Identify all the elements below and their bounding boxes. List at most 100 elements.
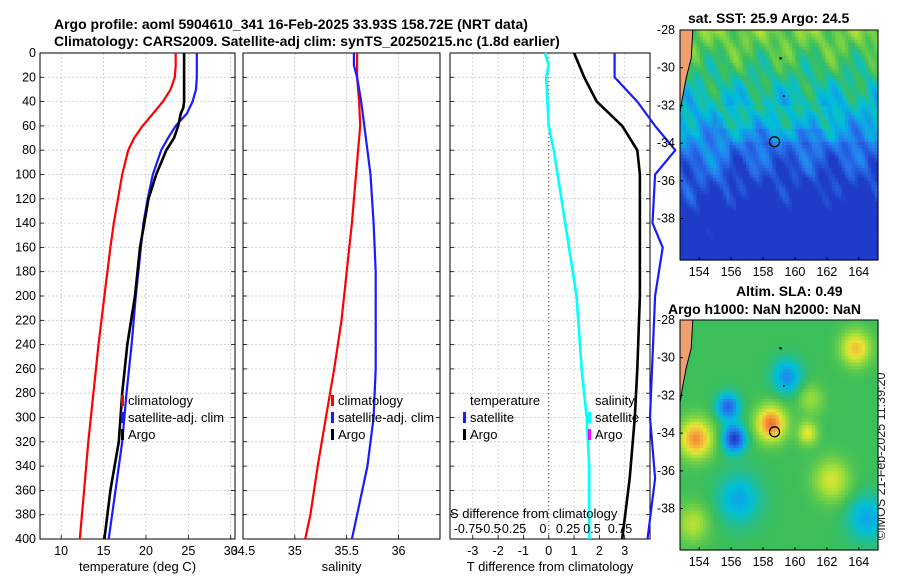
temp-panel-ytick-label: 60 — [22, 119, 36, 133]
sal-panel-xtick-label: 35.5 — [335, 544, 359, 558]
diff-panel-xtick-label: -1 — [518, 544, 529, 558]
diff-s-axis-label: S difference from climatology — [450, 506, 618, 521]
sla-map-frame — [679, 319, 879, 551]
temp-panel-ytick-label: 140 — [15, 216, 36, 230]
sst-map-xtick-label: 164 — [848, 265, 869, 279]
temp-panel-ytick-label: 220 — [15, 313, 36, 327]
sst-map-island — [782, 94, 785, 97]
diff-legend-s-label: satellite — [595, 410, 639, 425]
sst-map-xtick-label: 158 — [753, 265, 774, 279]
sst-map-ytick-label: -30 — [657, 61, 675, 75]
temp-line-climatology — [78, 53, 177, 540]
sst-map-argo-marker — [768, 136, 781, 148]
temp-panel-frame — [39, 52, 236, 540]
temp-line-argo — [103, 53, 186, 540]
sal-legend-label: climatology — [338, 393, 404, 408]
sst-map-xtick-label: 154 — [689, 265, 710, 279]
temp-panel-ytick-label: 40 — [22, 95, 36, 109]
diff-legend-t-label: satellite — [470, 410, 514, 425]
temp-panel-xtick-label: 15 — [97, 544, 111, 558]
sal-legend-swatch — [331, 429, 334, 440]
temp-panel-ytick-label: 180 — [15, 265, 36, 279]
diff-legend-t-title: temperature — [470, 393, 540, 408]
header-line2: Climatology: CARS2009. Satellite-adj cli… — [54, 33, 560, 49]
temp-panel-ytick-label: 380 — [15, 508, 36, 522]
diff-panel-xtick-label: 0 — [545, 544, 552, 558]
sla-map-ytick-label: -30 — [657, 351, 675, 365]
sla-map-xtick-label: 156 — [721, 555, 742, 569]
temp-panel-ytick-label: 360 — [15, 483, 36, 497]
sla-map-ytick-label: -32 — [657, 388, 675, 402]
sst-map-xtick-label: 162 — [816, 265, 837, 279]
sst-map-ytick-label: -34 — [657, 136, 675, 150]
sal-line-satellite — [350, 53, 377, 540]
temp-panel-xtick-label: 10 — [54, 544, 68, 558]
sal-legend-label: satellite-adj. clim — [338, 410, 434, 425]
diff-panel-xtick-label: 2 — [596, 544, 603, 558]
sla-map-island — [779, 346, 782, 350]
diff-legend-t-label: Argo — [470, 427, 497, 442]
sst-map-frame — [679, 29, 879, 261]
temp-panel-ytick-label: 20 — [22, 70, 36, 84]
sla-map-xtick-label: 154 — [689, 555, 710, 569]
diff-panel-xtick-label: -2 — [493, 544, 504, 558]
temp-panel-ytick-label: 260 — [15, 362, 36, 376]
temp-panel-ytick-label: 280 — [15, 386, 36, 400]
map-bottom-title1: Altim. SLA: 0.49 — [736, 283, 843, 299]
diff-s-tick-label: 0.5 — [583, 522, 600, 536]
sal-xlabel: salinity — [322, 559, 362, 574]
diff-legend-s-title: salinity — [595, 393, 635, 408]
temp-panel-xtick-label: 30 — [224, 544, 238, 558]
sla-map-argo-marker — [768, 426, 781, 438]
temp-panel-ytick-label: 100 — [15, 168, 36, 182]
diff-panel-frame — [449, 52, 651, 540]
sla-map-xtick-label: 158 — [753, 555, 774, 569]
temp-panel-ytick-label: 120 — [15, 192, 36, 206]
map-bottom-title2: Argo h1000: NaN h2000: NaN — [668, 301, 861, 317]
temp-panel-ytick-label: 200 — [15, 289, 36, 303]
sla-map-ytick-label: -28 — [657, 313, 675, 327]
sst-map-ytick-label: -38 — [657, 212, 675, 226]
sal-panel-xtick-label: 36 — [392, 544, 406, 558]
temp-legend-swatch — [121, 429, 124, 440]
header-line1: Argo profile: aoml 5904610_341 16-Feb-20… — [54, 16, 528, 32]
diff-s-tick-label: 0.75 — [608, 522, 632, 536]
diff-xlabel: T difference from climatology — [467, 559, 634, 574]
sla-map-xtick-label: 160 — [785, 555, 806, 569]
sla-map-xtick-label: 162 — [816, 555, 837, 569]
temp-panel-xtick-label: 25 — [181, 544, 195, 558]
map-top-title: sat. SST: 25.9 Argo: 24.5 — [688, 10, 850, 26]
sla-map-ytick-label: -34 — [657, 426, 675, 440]
diff-legend-t-swatch — [463, 412, 466, 423]
temp-panel-ytick-label: 80 — [22, 143, 36, 157]
sal-panel-xtick-label: 34.5 — [231, 544, 255, 558]
sla-map-ytick-label: -36 — [657, 464, 675, 478]
temp-panel-ytick-label: 340 — [15, 459, 36, 473]
temp-legend-label: satellite-adj. clim — [128, 410, 224, 425]
temp-xlabel: temperature (deg C) — [79, 559, 196, 574]
temp-panel-ytick-label: 240 — [15, 338, 36, 352]
temp-legend-label: Argo — [128, 427, 155, 442]
sst-map-xtick-label: 160 — [785, 265, 806, 279]
diff-legend-s-swatch — [588, 429, 591, 440]
diff-line-salinity-satellite — [543, 52, 591, 539]
sst-map-ytick-label: -36 — [657, 174, 675, 188]
sla-map-island — [782, 384, 785, 387]
temp-line-satellite — [107, 53, 198, 540]
sla-map-cells — [680, 320, 879, 551]
diff-s-tick-label: 0 — [540, 522, 547, 536]
diff-s-tick-label: 0.25 — [556, 522, 580, 536]
temp-panel-ytick-label: 300 — [15, 411, 36, 425]
sla-map-ytick-label: -38 — [657, 502, 675, 516]
sla-map-xtick-label: 164 — [848, 555, 869, 569]
temp-panel-ytick-label: 160 — [15, 240, 36, 254]
sal-legend-swatch — [331, 412, 334, 423]
sal-panel-xtick-label: 35 — [288, 544, 302, 558]
temp-panel-xtick-label: 20 — [139, 544, 153, 558]
diff-s-tick-label: -0.25 — [498, 522, 527, 536]
temp-panel-ytick-label: 400 — [15, 532, 36, 546]
diff-legend-s-swatch — [588, 412, 591, 423]
sst-map-island — [779, 56, 782, 60]
diff-s-tick-label: -0.75 — [454, 522, 483, 536]
diff-panel-xtick-label: 3 — [621, 544, 628, 558]
